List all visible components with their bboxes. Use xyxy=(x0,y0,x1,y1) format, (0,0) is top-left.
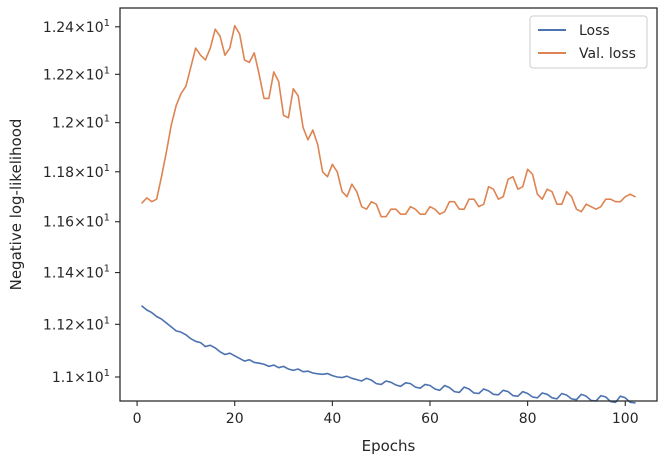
x-axis: 0 20 40 60 80 100 xyxy=(133,401,639,427)
x-tick-label: 20 xyxy=(226,411,244,427)
y-tick-label: 1.24×101 xyxy=(43,18,110,36)
y-axis: 1.1×101 1.12×101 1.14×101 1.16×101 1.18×101 1… xyxy=(43,18,120,386)
x-tick-label: 80 xyxy=(519,411,537,427)
series-line-loss xyxy=(141,305,636,404)
y-tick-label: 1.14×101 xyxy=(43,264,110,282)
y-tick-label: 1.12×101 xyxy=(43,315,110,333)
y-tick-label: 1.16×101 xyxy=(43,213,110,231)
plot-marks xyxy=(141,24,636,404)
plot-frame xyxy=(119,7,658,402)
x-axis-label: Epochs xyxy=(362,437,416,455)
y-axis-label: Negative log-likelihood xyxy=(7,119,25,291)
y-tick-label: 1.1×101 xyxy=(52,368,110,386)
series-line-val-loss xyxy=(141,24,636,218)
legend-label-val-loss: Val. loss xyxy=(579,46,636,62)
y-tick-label: 1.2×101 xyxy=(52,114,110,132)
x-tick-label: 60 xyxy=(421,411,439,427)
legend-label-loss: Loss xyxy=(579,23,610,39)
x-tick-label: 100 xyxy=(612,411,639,427)
y-tick-label: 1.22×101 xyxy=(43,65,110,83)
x-tick-label: 0 xyxy=(133,411,142,427)
x-tick-label: 40 xyxy=(323,411,341,427)
y-tick-label: 1.18×101 xyxy=(43,163,110,181)
legend: Loss Val. loss xyxy=(529,15,648,69)
